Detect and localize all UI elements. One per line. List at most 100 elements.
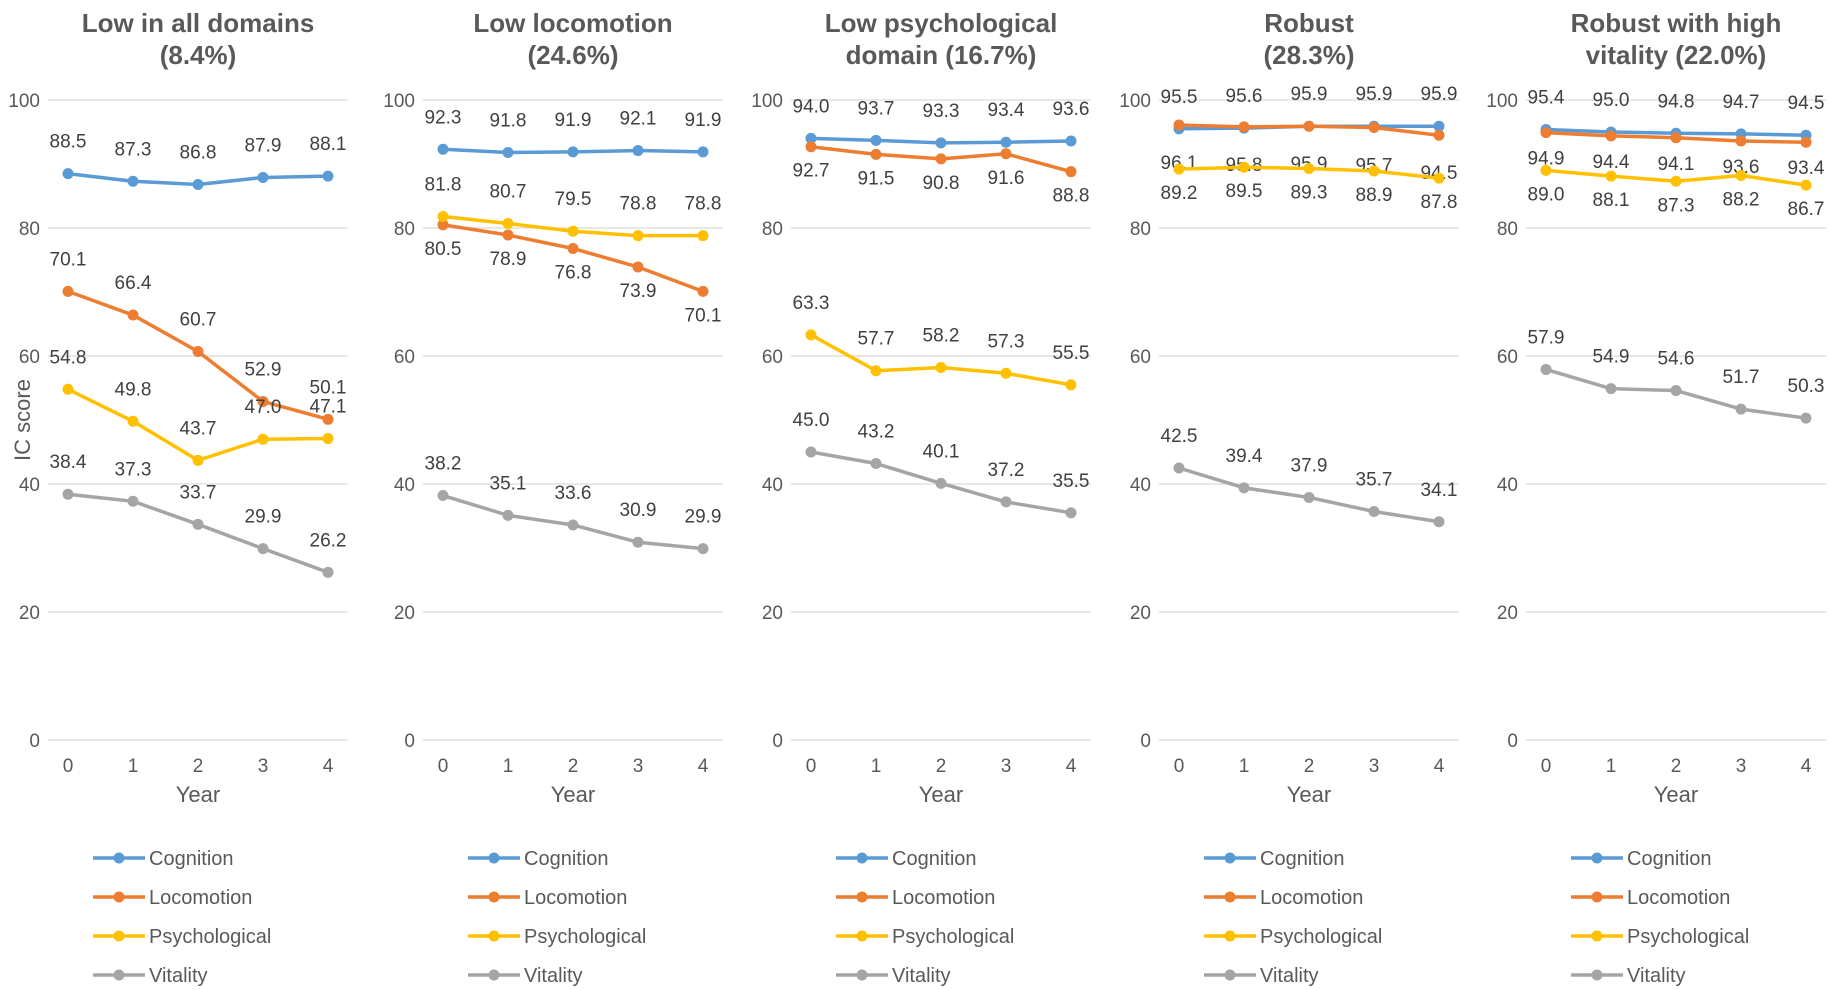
- data-label: 54.9: [1593, 347, 1630, 368]
- x-tick-label: 1: [503, 756, 514, 777]
- x-tick-label: 3: [1001, 756, 1012, 777]
- data-point: [192, 454, 204, 466]
- x-tick-label: 2: [193, 756, 204, 777]
- data-point: [805, 132, 817, 144]
- data-label: 93.3: [923, 101, 960, 122]
- data-point: [1670, 385, 1682, 397]
- x-tick-label: 3: [633, 756, 644, 777]
- data-label: 33.7: [180, 482, 217, 503]
- data-point: [1238, 482, 1250, 494]
- legend-entry: Cognition: [1260, 848, 1345, 870]
- x-tick-label: 2: [1671, 756, 1682, 777]
- data-label: 88.9: [1356, 185, 1393, 206]
- x-tick-label: 1: [1239, 756, 1250, 777]
- legend-swatch-marker: [488, 930, 500, 942]
- data-label: 33.6: [555, 483, 592, 504]
- panel-title-line: (8.4%): [160, 40, 237, 70]
- data-label: 35.1: [490, 473, 527, 494]
- data-point: [322, 170, 334, 182]
- data-point: [127, 175, 139, 187]
- legend-swatch-marker: [113, 930, 125, 942]
- data-label: 34.1: [1421, 480, 1458, 501]
- data-label: 78.8: [620, 194, 657, 215]
- x-tick-label: 4: [1434, 756, 1445, 777]
- data-label: 88.1: [1593, 190, 1630, 211]
- panel-title-line: Robust: [1264, 8, 1354, 38]
- legend-swatch-marker: [1591, 891, 1603, 903]
- data-point: [632, 261, 644, 273]
- legend-swatch-marker: [1591, 852, 1603, 864]
- data-label: 93.7: [858, 98, 895, 119]
- data-label: 60.7: [180, 310, 217, 331]
- data-point: [257, 433, 269, 445]
- data-point: [257, 171, 269, 183]
- x-tick-label: 1: [128, 756, 139, 777]
- panel-title-line: vitality (22.0%): [1586, 40, 1767, 70]
- data-label: 95.9: [1291, 84, 1328, 105]
- data-point: [697, 543, 709, 555]
- x-axis-title: Year: [1654, 782, 1698, 807]
- data-label: 88.5: [50, 132, 87, 153]
- data-point: [1605, 383, 1617, 395]
- data-label: 89.3: [1291, 182, 1328, 203]
- legend-entry: Vitality: [1260, 965, 1319, 987]
- data-label: 88.8: [1053, 186, 1090, 207]
- data-point: [567, 225, 579, 237]
- data-label: 37.2: [988, 460, 1025, 481]
- y-tick-label: 0: [29, 731, 40, 752]
- data-point: [1238, 121, 1250, 133]
- y-tick-label: 60: [19, 347, 40, 368]
- legend-entry: Locomotion: [892, 887, 995, 909]
- x-tick-label: 2: [936, 756, 947, 777]
- panel-title-line: Low locomotion: [473, 8, 672, 38]
- y-axis-title: IC score: [10, 379, 35, 461]
- data-label: 86.7: [1788, 199, 1825, 220]
- data-label: 86.8: [180, 142, 217, 163]
- legend-entry: Psychological: [524, 926, 646, 948]
- legend-swatch-marker: [1224, 969, 1236, 981]
- panel-title-line: (28.3%): [1263, 40, 1354, 70]
- data-point: [257, 395, 269, 407]
- data-point: [192, 178, 204, 190]
- y-tick-label: 80: [762, 219, 783, 240]
- data-point: [1735, 135, 1747, 147]
- data-label: 70.1: [50, 249, 87, 270]
- data-label: 66.4: [115, 273, 152, 294]
- data-point: [502, 218, 514, 230]
- data-label: 40.1: [923, 441, 960, 462]
- data-point: [1173, 119, 1185, 131]
- legend: Cognition Locomotion Psychological Vitality: [836, 848, 1014, 987]
- data-label: 94.0: [793, 96, 830, 117]
- data-point: [1433, 516, 1445, 528]
- legend-entry: Psychological: [1260, 926, 1382, 948]
- data-point: [437, 210, 449, 222]
- y-tick-label: 0: [1507, 731, 1518, 752]
- data-point: [1303, 162, 1315, 174]
- data-point: [257, 543, 269, 555]
- x-tick-label: 1: [871, 756, 882, 777]
- data-point: [192, 518, 204, 530]
- data-point: [127, 495, 139, 507]
- data-label: 54.6: [1658, 349, 1695, 370]
- legend: Cognition Locomotion Psychological Vitality: [1571, 848, 1749, 987]
- y-tick-label: 40: [19, 475, 40, 496]
- x-tick-label: 3: [258, 756, 269, 777]
- data-label: 94.5: [1788, 93, 1825, 114]
- y-tick-label: 80: [394, 219, 415, 240]
- legend-entry: Psychological: [149, 926, 271, 948]
- y-tick-label: 60: [394, 347, 415, 368]
- panel-title-line: Robust with high: [1571, 8, 1782, 38]
- data-point: [1173, 163, 1185, 175]
- legend-swatch-marker: [1591, 930, 1603, 942]
- data-point: [502, 146, 514, 158]
- data-point: [127, 309, 139, 321]
- data-label: 50.3: [1788, 376, 1825, 397]
- data-point: [1173, 462, 1185, 474]
- y-tick-label: 40: [394, 475, 415, 496]
- data-point: [805, 329, 817, 341]
- legend-entry: Vitality: [1627, 965, 1686, 987]
- data-label: 94.8: [1658, 91, 1695, 112]
- x-tick-label: 0: [63, 756, 74, 777]
- data-label: 95.9: [1356, 84, 1393, 105]
